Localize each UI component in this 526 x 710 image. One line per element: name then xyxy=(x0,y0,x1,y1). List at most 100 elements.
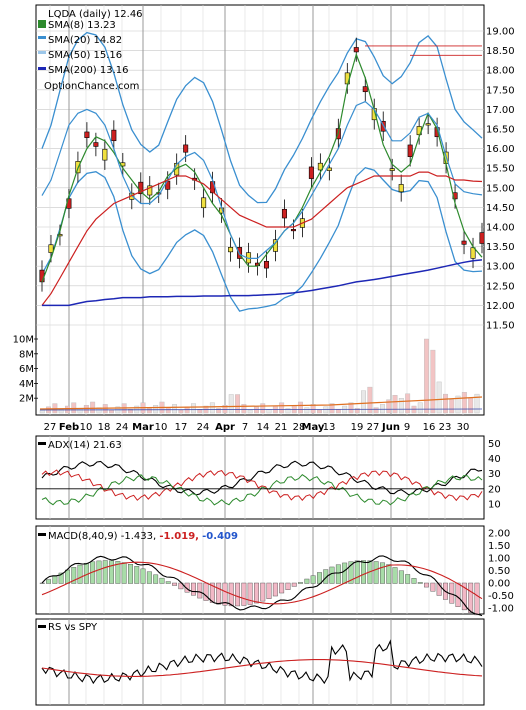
date-tick-label: 28 xyxy=(293,422,306,433)
macd-histogram-bar xyxy=(417,582,423,584)
volume-bar xyxy=(64,405,70,414)
adx-line xyxy=(41,460,483,496)
date-tick-label: Jun xyxy=(381,422,400,433)
legend-sma8: SMA(8) 13.23 xyxy=(48,20,116,31)
volume-bar xyxy=(461,392,467,414)
macd-swatch xyxy=(38,533,46,536)
macd-histogram-bar xyxy=(77,564,83,584)
macd-histogram-bar xyxy=(304,578,310,584)
macd-histogram-bar xyxy=(354,560,360,584)
price-tick-label: 12.00 xyxy=(486,301,515,312)
volume-bar xyxy=(109,409,115,414)
macd-histogram-bar xyxy=(361,560,366,584)
candle-body xyxy=(183,144,189,153)
rs-swatch xyxy=(38,625,46,628)
candle-body xyxy=(353,47,359,53)
candle-body xyxy=(228,247,234,253)
volume-bar xyxy=(436,381,442,414)
volume-bar xyxy=(361,390,366,414)
date-tick-label: Feb xyxy=(59,422,79,433)
macd-histogram-bar xyxy=(184,582,190,593)
volume-bar xyxy=(285,408,291,414)
candle-body xyxy=(389,168,395,171)
rs-panel-frame xyxy=(35,618,485,706)
macd-histogram-bar xyxy=(298,582,303,584)
macd-histogram-bar xyxy=(58,572,64,584)
volume-bar xyxy=(354,408,360,414)
volume-bar xyxy=(235,394,241,414)
volume-bar xyxy=(367,386,373,414)
adx-label: ADX(14) 21.63 xyxy=(38,440,122,451)
rs-line xyxy=(41,639,483,685)
date-tick-label: 9 xyxy=(404,422,410,433)
rs-label-text: RS vs SPY xyxy=(48,622,98,633)
volume-avg-long-line xyxy=(39,408,483,411)
volume-bar xyxy=(443,393,448,414)
macd-histogram-bar xyxy=(172,582,178,586)
price-panel-frame xyxy=(35,4,485,416)
macd-histogram-bar xyxy=(329,566,335,584)
macd-histogram-bar xyxy=(468,582,474,613)
volume-bar xyxy=(310,404,316,414)
volume-bar xyxy=(430,349,436,414)
macd-tick-label: -1.00 xyxy=(488,604,514,615)
legend-sma50: SMA(50) 15.16 xyxy=(48,50,122,61)
volume-tick-label: 8M xyxy=(19,349,34,360)
price-tick-label: 12.50 xyxy=(486,281,515,292)
volume-bar xyxy=(190,403,196,414)
macd-histogram-bar xyxy=(291,582,297,587)
macd-histogram-bar xyxy=(159,577,165,584)
sma-line-sma200 xyxy=(42,259,483,307)
price-axis: 19.00 18.50 18.00 17.50 17.00 16.50 16.00 15.50… xyxy=(486,27,515,332)
macd-histogram-bar xyxy=(424,582,429,588)
legend-sma20: SMA(20) 14.82 xyxy=(48,35,122,46)
macd-histogram-bar xyxy=(209,582,215,603)
candle-body xyxy=(263,260,269,269)
price-tick-label: 17.00 xyxy=(486,105,515,116)
date-tick-label: 24 xyxy=(116,422,129,433)
volume-bar xyxy=(386,399,392,414)
volume-bar xyxy=(468,397,474,414)
candle-body xyxy=(57,234,63,237)
date-tick-label: 30 xyxy=(457,422,470,433)
macd-label: MACD(8,40,9) -1.433, -1.019, -0.409 xyxy=(38,531,238,542)
macd-histogram-bar xyxy=(373,561,379,584)
volume-bar xyxy=(348,402,354,414)
date-tick-label: 13 xyxy=(323,422,336,433)
volume-tick-label: 6M xyxy=(19,364,34,375)
macd-histogram-bar xyxy=(253,582,259,604)
volume-axis: 10M 8M 6M 4M 2M xyxy=(13,335,38,405)
date-tick-label: 18 xyxy=(98,422,111,433)
volume-bar xyxy=(417,402,423,414)
price-tick-label: 14.50 xyxy=(486,203,515,214)
volume-bar xyxy=(127,409,133,414)
volume-bar xyxy=(71,402,77,414)
volume-bar xyxy=(197,409,203,414)
macd-histogram-bar xyxy=(235,582,241,607)
chart-title: LQDA (daily) 12.46 xyxy=(48,9,143,20)
macd-histogram-bar xyxy=(342,562,348,584)
price-tick-label: 18.50 xyxy=(486,46,515,57)
volume-bar xyxy=(39,409,45,414)
macd-histogram-bar xyxy=(64,569,70,584)
macd-histogram-bar xyxy=(398,570,404,584)
rs-label: RS vs SPY xyxy=(38,622,98,633)
macd-histogram-bar xyxy=(411,578,417,584)
macd-histogram-bar xyxy=(272,582,278,597)
candle-body xyxy=(111,129,117,142)
candle-body xyxy=(39,269,45,283)
volume-bar xyxy=(392,395,398,414)
legend-swatch-sma200 xyxy=(38,67,46,70)
gridlines xyxy=(36,5,484,705)
date-tick-label: 27 xyxy=(44,422,57,433)
volume-bar xyxy=(474,393,480,414)
macd-histogram-bar xyxy=(279,582,285,594)
macd-histogram-bar xyxy=(461,582,467,611)
adx-tick-label: 40 xyxy=(488,454,501,465)
price-tick-label: 19.00 xyxy=(486,27,515,38)
date-tick-label: 27 xyxy=(367,422,380,433)
macd-histogram-bar xyxy=(241,582,247,606)
date-tick-label: 10 xyxy=(155,422,168,433)
macd-histogram-bar xyxy=(348,561,354,584)
indicator-lines xyxy=(39,460,483,685)
